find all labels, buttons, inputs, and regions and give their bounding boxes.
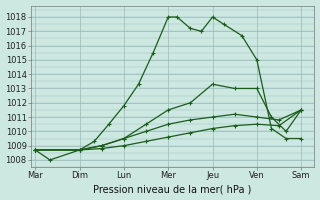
X-axis label: Pression niveau de la mer( hPa ): Pression niveau de la mer( hPa ): [93, 184, 252, 194]
